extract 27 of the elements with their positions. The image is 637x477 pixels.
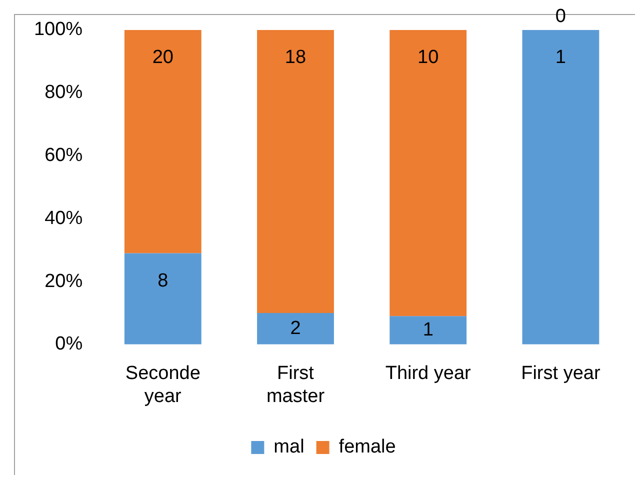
bar	[124, 30, 202, 254]
y-tick-label: 100%	[34, 19, 83, 40]
bar	[390, 30, 467, 316]
annotation: 20	[152, 47, 174, 68]
annotation: 1	[422, 319, 434, 340]
y-tick-label: 20%	[44, 270, 83, 292]
annotation: 10	[418, 47, 439, 68]
annotation: 1	[555, 47, 566, 68]
y-tick-label: 40%	[44, 208, 83, 229]
y-tick-label: 0%	[55, 334, 83, 355]
bar	[257, 312, 334, 344]
bar	[124, 253, 202, 344]
x-tick-label: Seconde year	[125, 363, 200, 407]
x-tick-label: Third year	[385, 363, 472, 384]
bar	[257, 30, 334, 313]
annotation: 2	[290, 318, 301, 339]
y-tick-label: 80%	[44, 82, 83, 104]
y-tick-label: 60%	[44, 144, 83, 166]
x-tick-label: First year	[521, 363, 601, 384]
annotation: 8	[158, 270, 168, 292]
bar	[522, 30, 600, 344]
annotation: 18	[284, 47, 306, 68]
annotation: 0	[555, 6, 566, 28]
legend-label: mal	[274, 436, 304, 458]
bar	[390, 316, 467, 344]
legend-label: female	[338, 436, 396, 458]
x-tick-label: First master	[266, 363, 326, 407]
